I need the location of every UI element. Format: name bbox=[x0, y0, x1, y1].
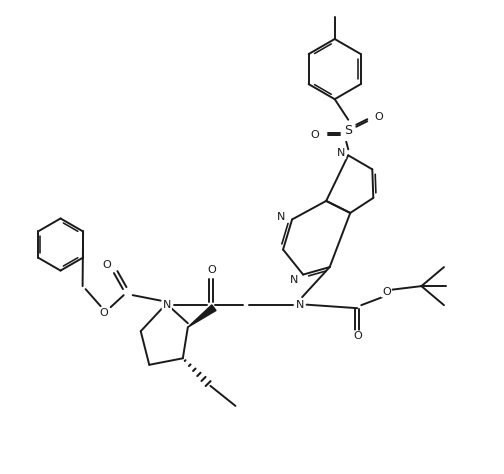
Text: N: N bbox=[337, 148, 345, 158]
Text: N: N bbox=[290, 274, 298, 284]
Text: O: O bbox=[100, 308, 108, 318]
Text: O: O bbox=[374, 112, 383, 122]
Text: O: O bbox=[102, 260, 111, 270]
Text: O: O bbox=[382, 287, 391, 297]
Polygon shape bbox=[188, 305, 216, 327]
Text: O: O bbox=[353, 331, 362, 341]
Text: O: O bbox=[311, 130, 320, 140]
Text: N: N bbox=[277, 212, 285, 222]
Text: S: S bbox=[344, 124, 352, 137]
Text: N: N bbox=[295, 300, 304, 310]
Text: N: N bbox=[163, 300, 171, 310]
Text: O: O bbox=[208, 265, 216, 275]
